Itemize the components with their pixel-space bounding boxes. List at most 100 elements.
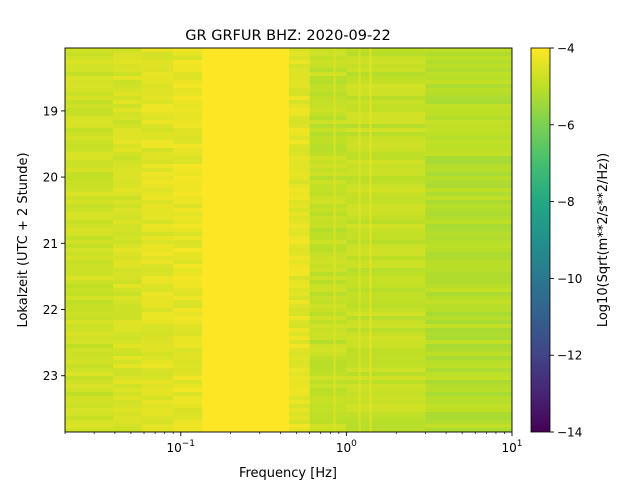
- heatmap-cell: [346, 172, 426, 177]
- heatmap-cell: [65, 320, 114, 325]
- heatmap-cell: [346, 224, 426, 229]
- heatmap-cell: [141, 344, 174, 349]
- heatmap-cell: [141, 164, 174, 169]
- heatmap-cell: [309, 284, 347, 289]
- heatmap-cell: [65, 284, 114, 289]
- heatmap-cell: [173, 240, 203, 245]
- heatmap-cell: [65, 356, 114, 361]
- heatmap-cell: [309, 172, 347, 177]
- heatmap-cell: [141, 372, 174, 377]
- heatmap-cell: [113, 340, 142, 345]
- heatmap-cell: [346, 220, 426, 225]
- heatmap-cell: [346, 424, 426, 429]
- heatmap-cell: [141, 308, 174, 313]
- heatmap-cell: [173, 300, 203, 305]
- heatmap-cell: [202, 312, 290, 317]
- heatmap-cell: [141, 68, 174, 73]
- heatmap-cell: [141, 352, 174, 357]
- y-axis: 19 20 21 22 23: [43, 104, 65, 383]
- heatmap-cell: [425, 356, 512, 361]
- heatmap-cell: [113, 268, 142, 273]
- heatmap-cell: [425, 60, 512, 65]
- heatmap-cell: [113, 224, 142, 229]
- heatmap-cell: [202, 260, 290, 265]
- heatmap-cell: [202, 148, 290, 153]
- heatmap-cell: [65, 184, 114, 189]
- heatmap-cell: [65, 264, 114, 269]
- heatmap-cell: [173, 224, 203, 229]
- heatmap-cell: [309, 248, 347, 253]
- heatmap-cell: [173, 320, 203, 325]
- heatmap-cell: [141, 280, 174, 285]
- heatmap-cell: [346, 156, 426, 161]
- heatmap-cell: [113, 396, 142, 401]
- heatmap-cell: [202, 180, 290, 185]
- heatmap-cell: [65, 212, 114, 217]
- heatmap-cell: [288, 196, 311, 201]
- heatmap-cell: [202, 248, 290, 253]
- heatmap-cell: [309, 216, 347, 221]
- heatmap-cell: [346, 200, 426, 205]
- heatmap-cell: [425, 272, 512, 277]
- heatmap-cell: [288, 144, 311, 149]
- heatmap-cell: [141, 56, 174, 61]
- heatmap-cell: [65, 156, 114, 161]
- heatmap-cell: [173, 404, 203, 409]
- heatmap-cell: [309, 268, 347, 273]
- heatmap-cell: [202, 280, 290, 285]
- heatmap-cell: [309, 260, 347, 265]
- heatmap-cell: [309, 84, 347, 89]
- heatmap-cell: [173, 408, 203, 413]
- heatmap-cell: [346, 104, 426, 109]
- heatmap-cell: [288, 380, 311, 385]
- heatmap-cell: [173, 372, 203, 377]
- heatmap-cell: [202, 168, 290, 173]
- heatmap-cell: [202, 412, 290, 417]
- heatmap-cell: [141, 168, 174, 173]
- heatmap-cell: [425, 392, 512, 397]
- heatmap-cell: [425, 256, 512, 261]
- heatmap-cell: [173, 400, 203, 405]
- heatmap-cell: [113, 232, 142, 237]
- heatmap-cell: [309, 328, 347, 333]
- heatmap-cell: [173, 104, 203, 109]
- heatmap-cell: [173, 340, 203, 345]
- heatmap-cell: [288, 400, 311, 405]
- heatmap-cell: [346, 84, 426, 89]
- heatmap-cell: [113, 220, 142, 225]
- heatmap-cell: [288, 272, 311, 277]
- heatmap-cell: [113, 284, 142, 289]
- heatmap-cell: [173, 148, 203, 153]
- heatmap-cell: [113, 64, 142, 69]
- heatmap-cell: [141, 300, 174, 305]
- heatmap-cell: [346, 412, 426, 417]
- heatmap-cell: [173, 396, 203, 401]
- heatmap-cell: [141, 192, 174, 197]
- heatmap-cell: [65, 280, 114, 285]
- heatmap-cell: [309, 316, 347, 321]
- heatmap-cell: [309, 140, 347, 145]
- heatmap-cell: [65, 296, 114, 301]
- heatmap-band: [202, 48, 290, 432]
- heatmap-cell: [309, 208, 347, 213]
- heatmap-cell: [141, 396, 174, 401]
- heatmap-cell: [346, 408, 426, 413]
- heatmap-cell: [425, 220, 512, 225]
- heatmap-cell: [288, 100, 311, 105]
- heatmap-cell: [346, 392, 426, 397]
- heatmap-cell: [173, 52, 203, 57]
- heatmap-cell: [173, 424, 203, 429]
- heatmap-cell: [141, 156, 174, 161]
- heatmap-cell: [141, 408, 174, 413]
- heatmap-cell: [113, 212, 142, 217]
- spectral-line: [333, 48, 336, 432]
- heatmap-cell: [425, 156, 512, 161]
- heatmap-cell: [173, 420, 203, 425]
- heatmap-cell: [65, 92, 114, 97]
- heatmap-cell: [113, 356, 142, 361]
- heatmap-cell: [65, 348, 114, 353]
- heatmap-cell: [425, 352, 512, 357]
- heatmap-cell: [425, 312, 512, 317]
- heatmap-cell: [346, 428, 426, 432]
- heatmap-cell: [141, 348, 174, 353]
